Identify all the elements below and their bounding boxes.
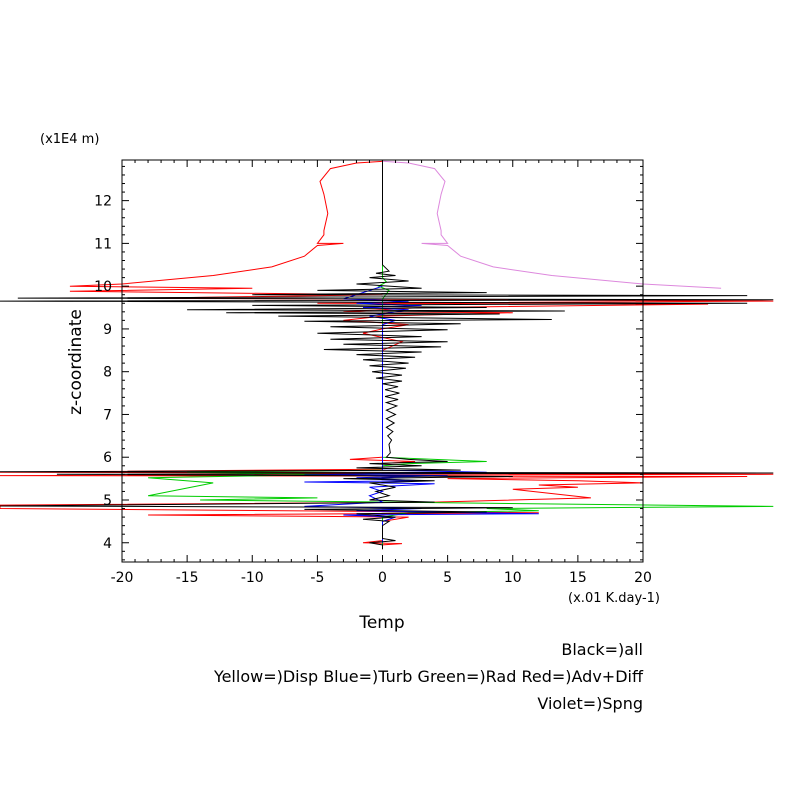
series-layer [0,160,774,550]
x-tick-label-2: -10 [241,570,264,586]
y-tick-label-2: 6 [103,450,112,466]
x-axis-label: Temp [358,613,404,633]
y-tick-label-7: 11 [94,236,112,252]
legend-line-spng: Violet=)Spng [537,694,643,713]
x-tick-label-1: -15 [176,570,199,586]
y-axis-label: z-coordinate [66,309,86,415]
y-axis-unit: (x1E4 m) [40,132,99,147]
y-tick-label-6: 10 [94,279,112,295]
y-tick-label-1: 5 [103,493,112,509]
x-tick-label-4: 0 [378,570,387,586]
legend-line-components: Yellow=)Disp Blue=)Turb Green=)Rad Red=)… [213,667,644,686]
x-tick-label-8: 20 [634,570,652,586]
x-tick-label-6: 10 [504,570,522,586]
x-tick-label-7: 15 [569,570,587,586]
x-tick-label-3: -5 [310,570,324,586]
series-line-0 [0,160,774,550]
series-line-2 [148,230,774,547]
y-tick-label-0: 4 [103,536,112,552]
y-tick-label-8: 12 [94,194,112,210]
y-tick-label-3: 7 [103,407,112,423]
x-axis-unit: (x.01 K.day-1) [568,591,660,606]
x-tick-label-0: -20 [111,570,134,586]
y-tick-label-4: 8 [103,365,112,381]
series-line-1 [382,160,722,289]
ticks-layer: -20 -15 -10 -5 0 5 10 15 20 4 5 6 7 8 9 10 11 12 [94,160,652,586]
x-tick-label-5: 5 [443,570,452,586]
series-line-3 [304,285,539,543]
legend-line-all: Black=)all [561,640,643,659]
y-tick-label-5: 9 [103,322,112,338]
series-line-4 [0,161,774,550]
